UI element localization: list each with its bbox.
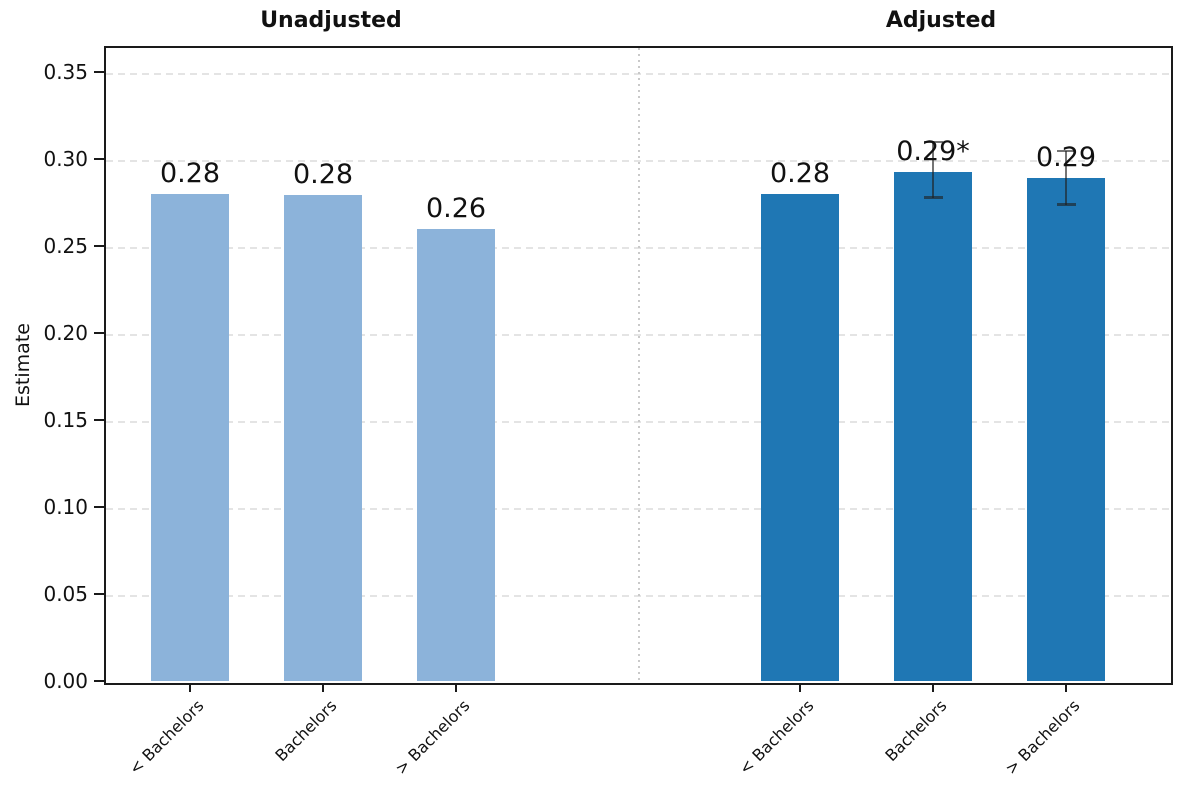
x-tick-mark <box>1065 683 1067 692</box>
bar-value-label: 0.28 <box>769 158 831 190</box>
y-tick-label: 0.00 <box>43 669 88 693</box>
y-tick-mark <box>94 245 104 248</box>
y-tick-mark <box>94 419 104 422</box>
bar <box>151 194 229 681</box>
x-tick-label: < Bachelors <box>735 696 818 779</box>
y-tick-label: 0.20 <box>43 321 88 346</box>
y-tick-label: 0.05 <box>43 582 88 607</box>
y-tick-mark <box>94 71 104 74</box>
y-tick-label: 0.25 <box>43 234 88 259</box>
x-tick-mark <box>189 683 191 692</box>
y-tick-mark <box>94 332 104 335</box>
y-tick-label: 0.30 <box>43 147 88 172</box>
bar-value-label: 0.29* <box>896 135 970 167</box>
x-tick-mark <box>322 683 324 692</box>
bar <box>761 194 839 681</box>
y-tick-label: 0.10 <box>43 495 88 520</box>
bar <box>894 171 972 681</box>
bar <box>1027 178 1105 681</box>
x-tick-label: Bachelors <box>271 696 341 766</box>
x-tick-mark <box>932 683 934 692</box>
x-tick-label: < Bachelors <box>125 696 208 779</box>
plot-area <box>104 46 1173 685</box>
error-bar-cap-top <box>1056 149 1076 153</box>
panel-title-unadjusted: Unadjusted <box>260 8 402 33</box>
bar <box>284 195 362 681</box>
bar-value-label: 0.28 <box>292 159 354 190</box>
bar-value-label: 0.29 <box>1035 142 1097 174</box>
bar-value-label: 0.28 <box>159 158 221 190</box>
y-tick-label: 0.15 <box>43 408 88 433</box>
x-tick-label: > Bachelors <box>1001 696 1084 779</box>
y-tick-mark <box>94 680 104 682</box>
panel-title-adjusted: Adjusted <box>885 8 997 33</box>
y-tick-mark <box>94 593 104 596</box>
error-bar-cap-top <box>923 140 943 144</box>
error-bar-cap-bottom <box>1056 203 1076 206</box>
bar <box>417 228 495 681</box>
x-tick-label: Bachelors <box>881 696 951 766</box>
error-bar-line <box>931 141 935 198</box>
error-bar-line <box>1064 150 1068 205</box>
error-bar-cap-bottom <box>923 196 943 199</box>
y-tick-mark <box>94 506 104 509</box>
x-tick-label: > Bachelors <box>391 696 474 779</box>
y-tick-label: 0.35 <box>43 60 88 85</box>
bar-value-label: 0.26 <box>425 192 487 224</box>
x-tick-mark <box>799 683 801 692</box>
panel-divider-line <box>637 48 640 683</box>
x-tick-mark <box>455 683 457 692</box>
y-tick-mark <box>94 158 104 161</box>
